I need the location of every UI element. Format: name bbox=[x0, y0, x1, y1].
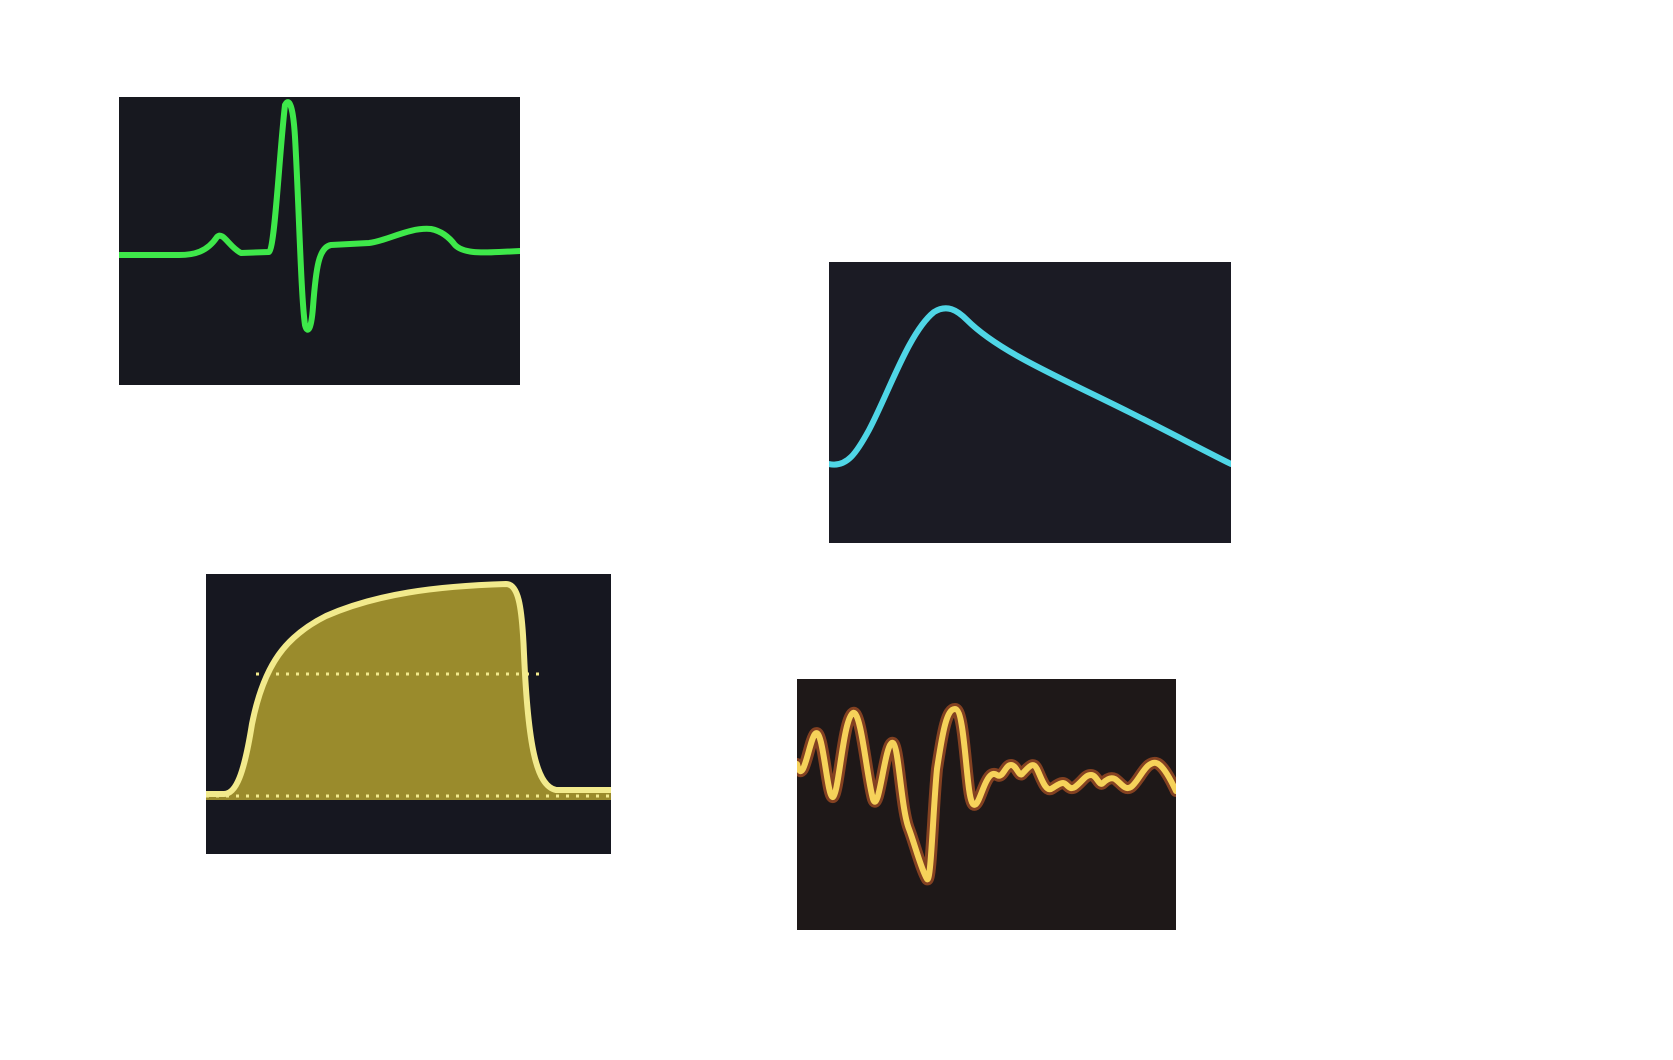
ecg-waveform-icon bbox=[119, 99, 520, 333]
respiratory-trace bbox=[797, 706, 1176, 883]
respiratory-waveform-panel bbox=[797, 679, 1176, 930]
capnography-waveform-icon bbox=[206, 581, 611, 800]
respiratory-trace-glow bbox=[797, 703, 1176, 886]
capnography-trace bbox=[206, 581, 611, 797]
capnography-fill bbox=[206, 584, 611, 800]
respiratory-waveform-icon bbox=[797, 703, 1176, 886]
ecg-trace bbox=[119, 99, 520, 333]
pleth-trace bbox=[829, 305, 1231, 468]
capnography-waveform-panel bbox=[206, 574, 611, 854]
pleth-waveform-icon bbox=[829, 305, 1231, 468]
ecg-waveform-panel bbox=[119, 97, 520, 385]
pleth-waveform-panel bbox=[829, 262, 1231, 543]
